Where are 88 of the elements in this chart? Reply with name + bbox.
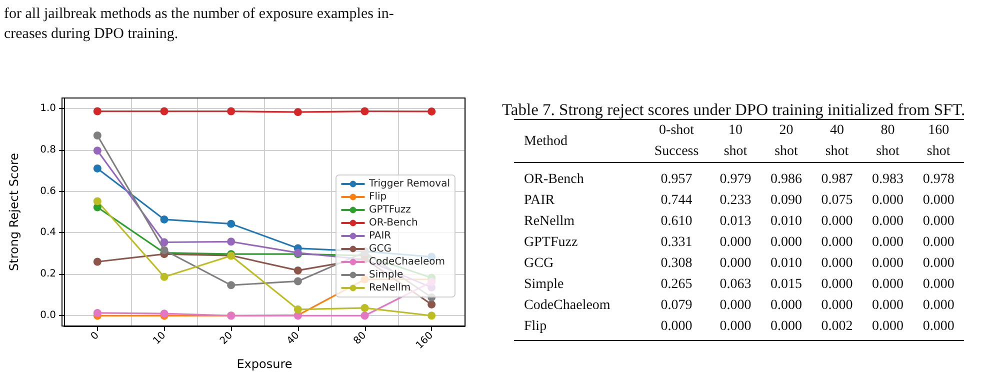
legend-label: GPTFuzz xyxy=(369,204,411,216)
category-label: GCG xyxy=(524,256,554,271)
text: 0.015 xyxy=(770,277,802,292)
text: 0.000 xyxy=(922,193,954,208)
text: 0.000 xyxy=(872,235,904,250)
legend-label: OR-Bench xyxy=(369,218,418,228)
text: 0.000 xyxy=(872,214,904,229)
text: 0.000 xyxy=(922,214,954,229)
text: 0.987 xyxy=(821,172,853,187)
x-axis-title: Exposure xyxy=(236,357,292,372)
category-label: 20 shot xyxy=(774,122,799,161)
y-axis-title: Strong Reject Score xyxy=(7,153,21,271)
text: 0.010 xyxy=(770,214,802,229)
legend-label: GCG xyxy=(369,244,392,254)
x-tick-label: 80 xyxy=(352,330,369,347)
text: 0.075 xyxy=(821,193,853,208)
y-tick-label: 0.0 xyxy=(40,310,56,322)
text: 0.979 xyxy=(720,172,752,187)
text: 0.000 xyxy=(872,277,904,292)
text: 0.000 xyxy=(821,235,853,250)
text: for all jailbreak methods as the number of exposure examples in- creases during DPO training. xyxy=(4,5,395,44)
text: Table 7. Strong reject scores under DPO training initialized from SFT. xyxy=(502,100,966,119)
text: 0.002 xyxy=(821,319,853,334)
category-label: 10 shot xyxy=(722,122,748,161)
text: Method xyxy=(523,132,569,150)
text: 0.000 xyxy=(770,235,802,250)
text: 0.000 xyxy=(720,256,752,271)
text: 0.090 xyxy=(770,193,802,208)
x-tick-label: 20 xyxy=(218,330,235,347)
legend-label: Flip xyxy=(369,192,387,202)
category-label: CodeChaeleom xyxy=(524,298,610,313)
y-tick-label: 0.4 xyxy=(40,227,56,238)
text: 0.013 xyxy=(720,214,752,229)
legend-label: ReNellm xyxy=(369,282,411,294)
text: 0.265 xyxy=(660,277,692,292)
legend-label: Simple xyxy=(369,270,404,280)
x-tick-label: 40 xyxy=(285,330,302,347)
text: 0.000 xyxy=(922,277,954,292)
text: 0.986 xyxy=(770,172,802,187)
text: 0.983 xyxy=(872,172,904,187)
text: 0.000 xyxy=(821,277,853,292)
text: 0.000 xyxy=(872,256,904,271)
text: 0.000 xyxy=(922,298,954,313)
category-label: 40 shot xyxy=(824,122,850,161)
category-label: 0-shot Success xyxy=(653,122,700,161)
category-label: PAIR xyxy=(524,193,555,208)
text: 0.010 xyxy=(770,256,802,271)
x-tick-label: 160 xyxy=(414,330,436,352)
category-label: GPTFuzz xyxy=(524,235,578,250)
text: 0.000 xyxy=(872,298,904,313)
y-tick-label: 0.2 xyxy=(40,268,56,280)
text: 0.000 xyxy=(720,319,752,334)
legend-label: PAIR xyxy=(369,230,392,242)
text: 0.000 xyxy=(660,319,692,334)
x-tick-label: 0 xyxy=(89,330,102,342)
text: 0.000 xyxy=(720,298,752,313)
text: 0.000 xyxy=(922,235,954,250)
text: 0.610 xyxy=(660,214,692,229)
text: 0.000 xyxy=(872,193,904,208)
category-label: 160 shot xyxy=(926,122,952,161)
legend-label: Trigger Removal xyxy=(368,178,450,190)
text: 0.000 xyxy=(821,214,853,229)
category-label: OR-Bench xyxy=(524,172,584,187)
text: 0.000 xyxy=(872,319,904,334)
text: 0.000 xyxy=(720,235,752,250)
text: 0.000 xyxy=(770,298,802,313)
y-tick-label: 1.0 xyxy=(40,102,56,114)
y-tick-label: 0.8 xyxy=(40,144,56,156)
text: 0.000 xyxy=(922,319,954,334)
legend-label: CodeChaeleom xyxy=(369,256,445,268)
text: 0.063 xyxy=(720,277,752,292)
x-tick-label: 10 xyxy=(151,330,168,347)
text: 0.000 xyxy=(770,319,802,334)
text: 0.308 xyxy=(660,256,692,271)
text: 0.000 xyxy=(821,256,853,271)
category-label: Simple xyxy=(524,277,564,292)
y-tick-label: 0.6 xyxy=(40,186,56,197)
text: 0.233 xyxy=(720,193,752,208)
category-label: ReNellm xyxy=(524,214,575,229)
text: 0.079 xyxy=(660,298,692,313)
category-label: 80 shot xyxy=(875,122,900,161)
text: 0.000 xyxy=(922,256,954,271)
category-label: Flip xyxy=(524,319,547,334)
text: 0.331 xyxy=(660,235,692,250)
text: 0.957 xyxy=(660,172,692,187)
text: 0.744 xyxy=(660,193,692,208)
text: 0.978 xyxy=(922,172,954,187)
text: 0.000 xyxy=(821,298,853,313)
